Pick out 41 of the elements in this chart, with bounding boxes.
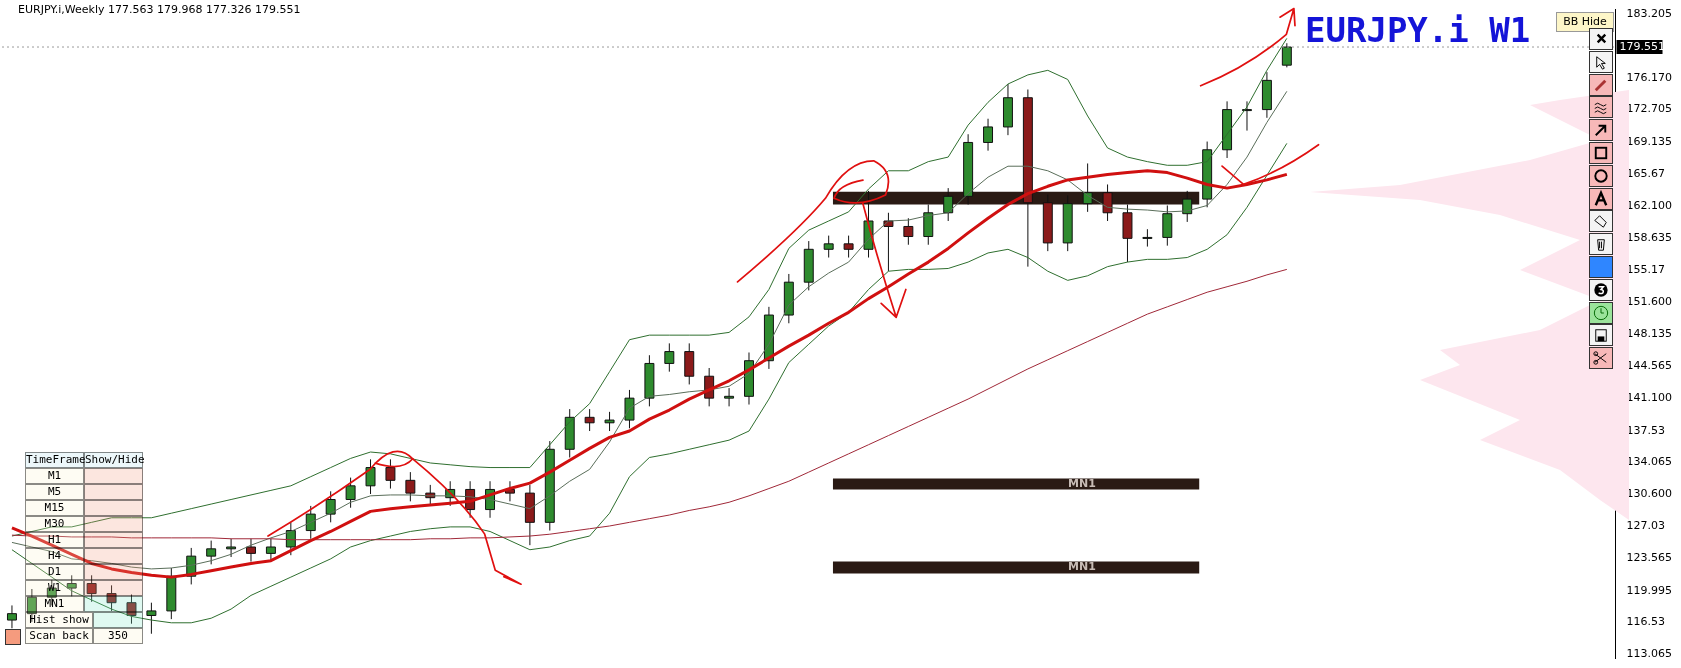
annotation: M5 (25, 484, 84, 500)
y-tick-label: 116.53 (1626, 615, 1666, 629)
y-tick-label: 158.635 (1626, 230, 1673, 244)
annotation: H4 (25, 548, 84, 564)
y-tick-label: 119.995 (1626, 583, 1673, 597)
annotation: M1 (25, 468, 84, 484)
y-tick-label: 134.065 (1626, 455, 1673, 469)
y-tick-label: 151.600 (1626, 295, 1673, 309)
candlestick (983, 118, 994, 152)
y-tick-label: 123.565 (1626, 551, 1673, 565)
annotation: Hist show (25, 612, 93, 628)
candlestick (6, 604, 17, 629)
annotation: Show/Hide (84, 452, 145, 468)
y-tick-label: 144.565 (1626, 359, 1673, 373)
band-label: MN1 (1068, 560, 1096, 574)
annotation: BB Hide (1556, 12, 1614, 32)
annotation: M30 (25, 516, 84, 532)
annotation: TimeFrame (25, 452, 86, 468)
chart-title: EURJPY.i,Weekly 177.563 179.968 177.326 179.551 (18, 3, 301, 16)
annotation: 350 (93, 628, 143, 644)
y-tick-label: 155.17 (1626, 262, 1666, 276)
y-tick-label: 176.170 (1626, 70, 1673, 84)
y-tick-label: 162.100 (1626, 199, 1673, 213)
annotation: M15 (25, 500, 84, 516)
y-tick-label: 172.705 (1626, 102, 1673, 116)
y-tick-label: 113.065 (1626, 647, 1673, 661)
annotation: MN1 (25, 596, 84, 612)
annotation: Scan back (25, 628, 93, 644)
y-tick-label: 127.03 (1626, 519, 1666, 533)
annotation: H1 (25, 532, 84, 548)
ref-line-label: 179.551 (1619, 39, 1666, 53)
band-label: MN1 (1068, 476, 1096, 490)
annotation: D1 (25, 564, 84, 580)
y-tick-label: 137.53 (1626, 423, 1666, 437)
y-tick-label: 130.600 (1626, 486, 1673, 500)
y-tick-label: 148.135 (1626, 326, 1673, 340)
chart-subtitle: EURJPY.i W1 (1305, 10, 1531, 50)
y-tick-label: 169.135 (1626, 135, 1673, 148)
y-tick-label: 165.67 (1626, 166, 1666, 180)
y-tick-label: 141.100 (1626, 391, 1673, 405)
y-tick-label: 183.205 (1626, 6, 1673, 20)
